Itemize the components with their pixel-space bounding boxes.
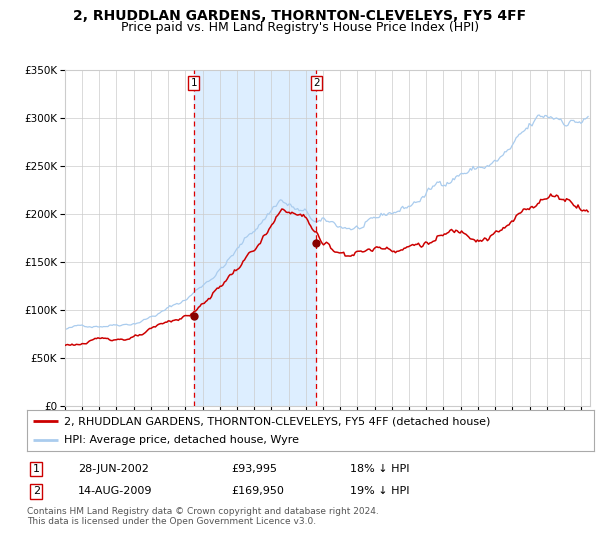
Text: 19% ↓ HPI: 19% ↓ HPI: [350, 487, 410, 496]
Text: 2: 2: [32, 487, 40, 496]
Text: 14-AUG-2009: 14-AUG-2009: [78, 487, 152, 496]
Text: 2: 2: [313, 78, 320, 88]
Text: 2, RHUDDLAN GARDENS, THORNTON-CLEVELEYS, FY5 4FF: 2, RHUDDLAN GARDENS, THORNTON-CLEVELEYS,…: [73, 9, 527, 23]
Text: 2, RHUDDLAN GARDENS, THORNTON-CLEVELEYS, FY5 4FF (detached house): 2, RHUDDLAN GARDENS, THORNTON-CLEVELEYS,…: [64, 417, 490, 426]
Text: Price paid vs. HM Land Registry's House Price Index (HPI): Price paid vs. HM Land Registry's House …: [121, 21, 479, 34]
Bar: [194, 70, 316, 406]
Text: £169,950: £169,950: [231, 487, 284, 496]
Text: 28-JUN-2002: 28-JUN-2002: [78, 464, 149, 474]
Text: 18% ↓ HPI: 18% ↓ HPI: [350, 464, 410, 474]
Text: 1: 1: [190, 78, 197, 88]
Text: Contains HM Land Registry data © Crown copyright and database right 2024.
This d: Contains HM Land Registry data © Crown c…: [27, 507, 379, 526]
Text: £93,995: £93,995: [231, 464, 277, 474]
Text: 1: 1: [32, 464, 40, 474]
Text: HPI: Average price, detached house, Wyre: HPI: Average price, detached house, Wyre: [64, 435, 299, 445]
